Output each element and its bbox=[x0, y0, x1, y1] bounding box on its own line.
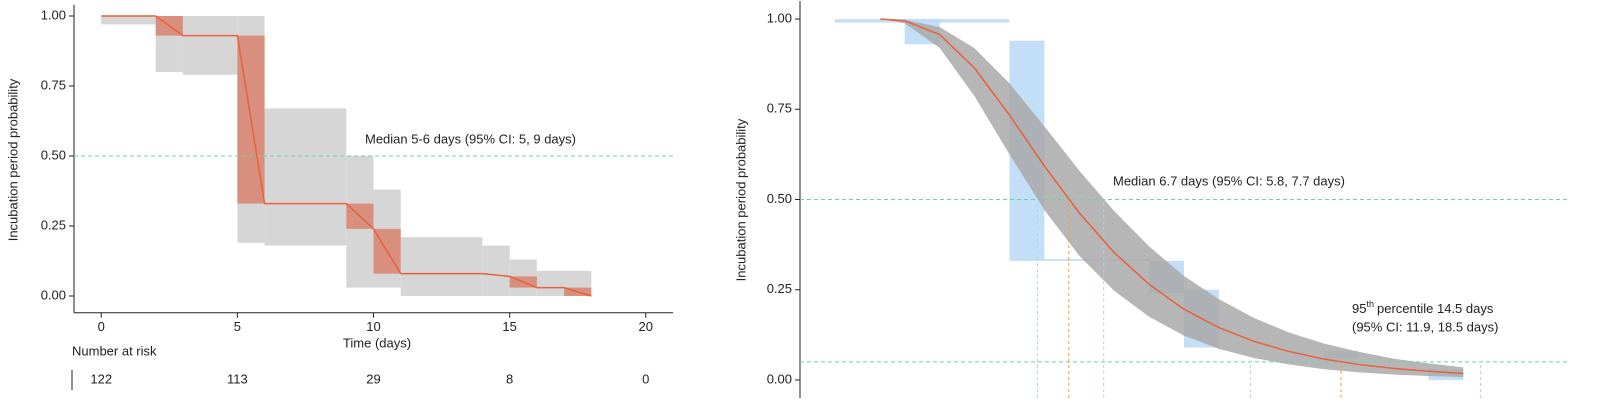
annotation-part: th bbox=[1366, 299, 1374, 309]
y-tick-label: 1.00 bbox=[41, 7, 66, 22]
risk-count: 8 bbox=[506, 371, 513, 386]
annotation-part: percentile 14.5 days bbox=[1377, 301, 1494, 316]
x-tick-label: 5 bbox=[234, 319, 241, 334]
annotation: 95th percentile 14.5 days bbox=[1352, 299, 1494, 316]
ci-band bbox=[482, 245, 510, 296]
risk-count: 29 bbox=[366, 371, 380, 386]
annotation: (95% CI: 11.9, 18.5 days) bbox=[1352, 319, 1498, 334]
estimate-line bbox=[101, 15, 592, 297]
risk-count: 113 bbox=[227, 371, 248, 386]
y-tick-label: 1.00 bbox=[767, 10, 792, 25]
y-tick-label: 0.75 bbox=[41, 77, 66, 92]
y-tick-label: 0.50 bbox=[767, 191, 792, 206]
y-tick-label: 0.00 bbox=[41, 287, 66, 302]
x-tick-label: 20 bbox=[639, 319, 653, 334]
layer: 0.00 0.25 0.50 0.75 1.00 0 122 5 113 10 29 15 8 20 0 bbox=[41, 4, 673, 386]
ci-band bbox=[400, 237, 483, 296]
y-tick-label: 0.25 bbox=[41, 217, 66, 232]
annotation: Median 6.7 days (95% CI: 5.8, 7.7 days) bbox=[1113, 173, 1345, 188]
layer bbox=[74, 15, 673, 297]
y-tick-label: 0.75 bbox=[767, 101, 792, 116]
risk-count: 122 bbox=[90, 371, 112, 386]
x-tick-label: 0 bbox=[98, 319, 105, 334]
annotation-part: 95 bbox=[1352, 301, 1366, 316]
y-axis-label: Incubation period probability bbox=[5, 78, 20, 241]
risk-count: 0 bbox=[642, 371, 649, 386]
ci-band bbox=[182, 16, 238, 75]
risk-table-title: Number at risk bbox=[72, 343, 157, 358]
annotation: Median 5-6 days (95% CI: 5, 9 days) bbox=[365, 131, 576, 146]
layer bbox=[800, 18, 1568, 398]
layer: 0.00 0.25 0.50 0.75 1.00 bbox=[767, 1, 801, 398]
ci-band bbox=[264, 108, 347, 246]
y-axis-label: Incubation period probability bbox=[733, 118, 748, 281]
y-tick-label: 0.00 bbox=[767, 371, 792, 386]
x-axis-label: Time (days) bbox=[343, 335, 411, 350]
x-tick-label: 10 bbox=[366, 319, 380, 334]
fitted-curve bbox=[880, 18, 1464, 375]
ci-band bbox=[887, 19, 1464, 378]
y-tick-label: 0.50 bbox=[41, 147, 66, 162]
x-tick-label: 15 bbox=[502, 319, 516, 334]
ci-band bbox=[101, 16, 156, 25]
y-tick-label: 0.25 bbox=[767, 281, 792, 296]
